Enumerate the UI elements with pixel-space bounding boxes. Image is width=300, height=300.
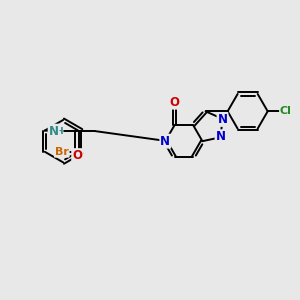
Text: Br: Br (55, 147, 69, 157)
Text: O: O (169, 96, 180, 109)
Text: N: N (49, 125, 58, 138)
Text: Cl: Cl (280, 106, 292, 116)
Text: N: N (218, 113, 227, 126)
Text: N: N (216, 130, 226, 143)
Text: N: N (160, 135, 170, 148)
Text: H: H (55, 127, 63, 136)
Text: O: O (72, 149, 82, 162)
